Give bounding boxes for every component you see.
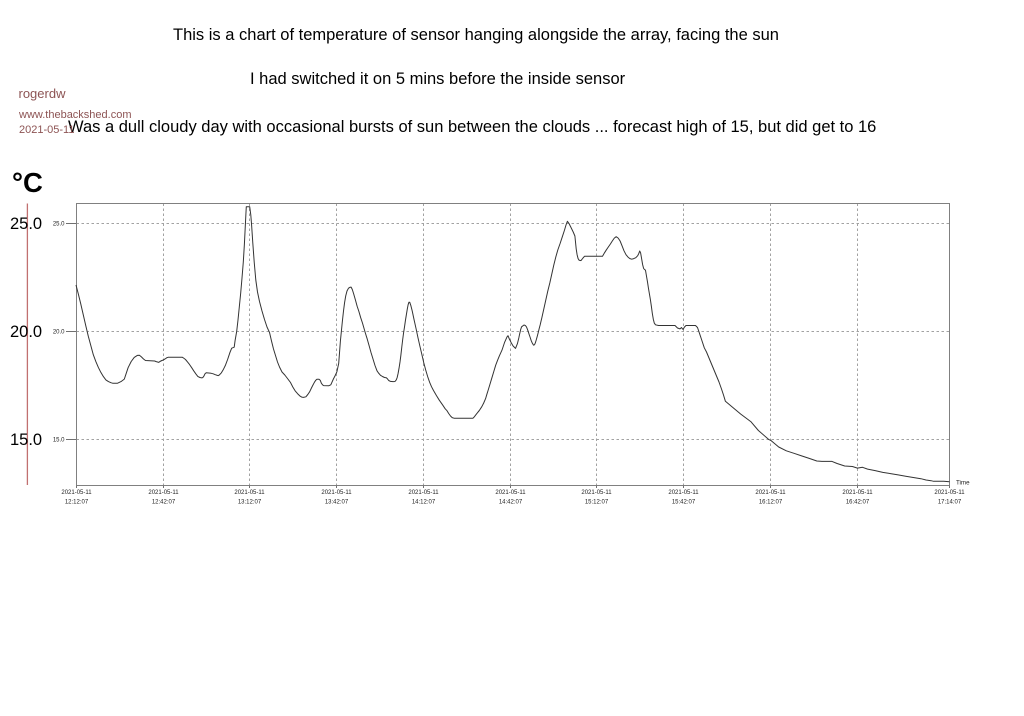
svg-text:Time: Time: [956, 480, 970, 487]
svg-text:15:42:07: 15:42:07: [672, 500, 696, 506]
svg-text:2021-05-11: 2021-05-11: [755, 490, 786, 496]
svg-text:2021-05-11: 2021-05-11: [495, 490, 526, 496]
svg-text:2021-05-11: 2021-05-11: [321, 490, 352, 496]
svg-text:13:12:07: 13:12:07: [238, 500, 262, 506]
svg-text:2021-05-11: 2021-05-11: [581, 490, 612, 496]
svg-text:15:12:07: 15:12:07: [585, 500, 609, 506]
svg-text:13:42:07: 13:42:07: [325, 500, 349, 506]
svg-text:15.0: 15.0: [53, 438, 65, 444]
svg-text:17:14:07: 17:14:07: [938, 500, 962, 506]
svg-text:2021-05-11: 2021-05-11: [148, 490, 179, 496]
svg-text:12:12:07: 12:12:07: [65, 500, 89, 506]
svg-text:2021-05-11: 2021-05-11: [842, 490, 873, 496]
svg-text:16:12:07: 16:12:07: [759, 500, 783, 506]
svg-text:14:42:07: 14:42:07: [499, 500, 523, 506]
svg-text:12:42:07: 12:42:07: [152, 500, 176, 506]
svg-text:2021-05-11: 2021-05-11: [61, 490, 92, 496]
svg-text:25.0: 25.0: [53, 222, 65, 228]
svg-text:14:12:07: 14:12:07: [412, 500, 436, 506]
svg-text:2021-05-11: 2021-05-11: [668, 490, 699, 496]
svg-text:2021-05-11: 2021-05-11: [934, 490, 965, 496]
svg-text:2021-05-11: 2021-05-11: [234, 490, 265, 496]
svg-text:16:42:07: 16:42:07: [846, 500, 870, 506]
svg-text:2021-05-11: 2021-05-11: [408, 490, 439, 496]
svg-text:20.0: 20.0: [53, 330, 65, 336]
